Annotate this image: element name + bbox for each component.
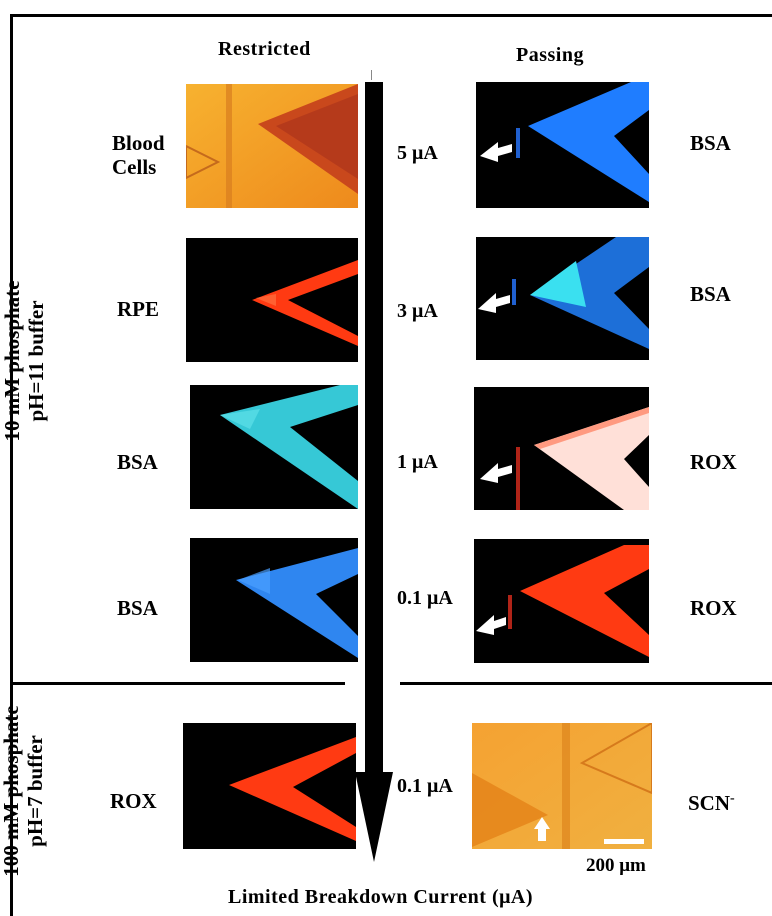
row3-passing-image xyxy=(474,387,649,510)
row3-right-label: ROX xyxy=(690,450,737,474)
row3-current: 1 μA xyxy=(397,451,438,473)
arrow-top-tick xyxy=(371,70,372,80)
row2-current: 3 μA xyxy=(397,300,438,322)
row5-right-label: SCN- xyxy=(688,791,735,815)
header-passing: Passing xyxy=(516,44,584,66)
bottom-buffer-label: 100 mM phosphate pH=7 buffer xyxy=(0,705,47,877)
row3-left-label: BSA xyxy=(117,450,158,474)
row4-restricted-image xyxy=(190,538,358,662)
row4-right-label: ROX xyxy=(690,596,737,620)
row1-right-label: BSA xyxy=(690,131,731,155)
row2-passing-image xyxy=(476,237,649,360)
row2-left-label: RPE xyxy=(117,297,159,321)
row4-passing-image xyxy=(474,539,649,663)
top-buffer-label: 10 mM phosphate pH=11 buffer xyxy=(0,280,48,442)
row2-restricted-image xyxy=(186,238,358,362)
row1-restricted-image xyxy=(186,84,358,208)
row1-current: 5 μA xyxy=(397,142,438,164)
row4-current: 0.1 μA xyxy=(397,587,453,609)
row5-current: 0.1 μA xyxy=(397,775,453,797)
row5-left-label: ROX xyxy=(110,789,157,813)
breakdown-current-arrow xyxy=(355,82,393,862)
row2-right-label: BSA xyxy=(690,282,731,306)
row3-restricted-image xyxy=(190,385,358,509)
header-restricted: Restricted xyxy=(218,38,311,60)
row1-left-label: Blood Cells xyxy=(112,131,165,179)
row1-passing-image xyxy=(476,82,649,208)
row5-passing-image xyxy=(472,723,652,849)
row5-restricted-image xyxy=(183,723,356,849)
row4-left-label: BSA xyxy=(117,596,158,620)
scale-bar-label: 200 μm xyxy=(586,855,646,876)
axis-label: Limited Breakdown Current (μA) xyxy=(228,886,534,908)
